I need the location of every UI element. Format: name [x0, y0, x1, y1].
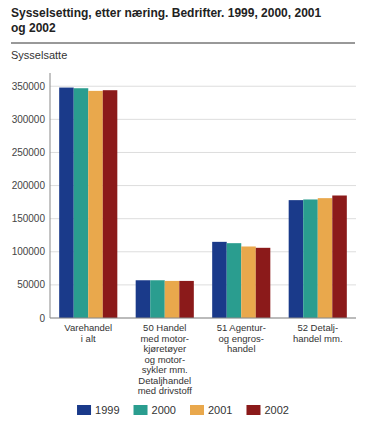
bar — [103, 90, 118, 318]
y-tick-label: 50000 — [17, 279, 45, 290]
bar — [303, 199, 318, 318]
text-line: med drivstoff — [138, 385, 193, 396]
x-axis-line — [50, 318, 356, 319]
text-line: med motor- — [140, 333, 189, 344]
legend-label: 2002 — [264, 404, 288, 416]
legend-label: 1999 — [95, 404, 119, 416]
title: Sysselsetting, etter næring. Bedrifter. … — [11, 6, 321, 35]
bar — [59, 88, 74, 318]
text-line: Detaljhandel — [138, 375, 191, 386]
text-line: 52 Detalj- — [297, 322, 338, 333]
y-tick-label: 0 — [39, 313, 45, 324]
text-line: kjøretøyer — [143, 343, 186, 354]
bar — [332, 196, 347, 319]
bar — [256, 248, 271, 318]
bar — [179, 281, 194, 318]
x-tick-label: 52 Detalj-handel mm. — [293, 322, 343, 344]
text-line: Sysselsetting, etter næring. Bedrifter. … — [11, 6, 321, 20]
x-tick-label: 51 Agentur-og engros-handel — [217, 322, 266, 354]
y-tick-label: 300000 — [12, 114, 46, 125]
x-tick-label: Varehandeli alt — [64, 322, 112, 344]
y-axis-label: Sysselsatte — [11, 49, 67, 61]
bar — [88, 91, 103, 318]
text-line: i alt — [81, 333, 96, 344]
bar — [74, 88, 89, 318]
bar — [136, 280, 151, 318]
grid-line — [50, 318, 356, 319]
grid-line — [50, 86, 356, 87]
legend-label: 2000 — [152, 404, 176, 416]
text-line: sykler mm. — [142, 364, 188, 375]
bars — [59, 88, 347, 318]
title-rule — [11, 43, 355, 44]
text-line: 50 Handel — [143, 322, 186, 333]
legend-swatch — [134, 405, 148, 415]
grid — [50, 86, 356, 318]
x-tick-label: 50 Handelmed motor-kjøretøyerog motor-sy… — [138, 322, 193, 396]
text-line: og motor- — [144, 354, 185, 365]
y-axis-line — [50, 73, 51, 318]
legend-swatch — [77, 405, 91, 415]
y-tick-label: 250000 — [12, 147, 46, 158]
bar — [318, 198, 333, 318]
bar — [212, 242, 227, 318]
y-tick-label: 350000 — [12, 81, 46, 92]
text-line: 51 Agentur- — [217, 322, 266, 333]
bar — [227, 243, 242, 318]
text-line: og engros- — [219, 333, 264, 344]
legend: 1999 2000 2001 2002 — [77, 404, 289, 416]
bar — [150, 280, 165, 318]
text-line: handel — [227, 343, 256, 354]
legend-swatch — [246, 405, 260, 415]
text-line: handel mm. — [293, 333, 343, 344]
bar — [165, 281, 180, 318]
bar — [241, 246, 256, 318]
legend-swatch — [190, 405, 204, 415]
text-line: og 2002 — [11, 21, 56, 35]
y-tick-label: 200000 — [12, 180, 46, 191]
bar — [289, 200, 304, 318]
y-tick-label: 100000 — [12, 246, 46, 257]
chart: Sysselsetting, etter næring. Bedrifter. … — [0, 0, 366, 426]
y-tick-label: 150000 — [12, 213, 46, 224]
legend-label: 2001 — [208, 404, 232, 416]
text-line: Varehandel — [64, 322, 112, 333]
